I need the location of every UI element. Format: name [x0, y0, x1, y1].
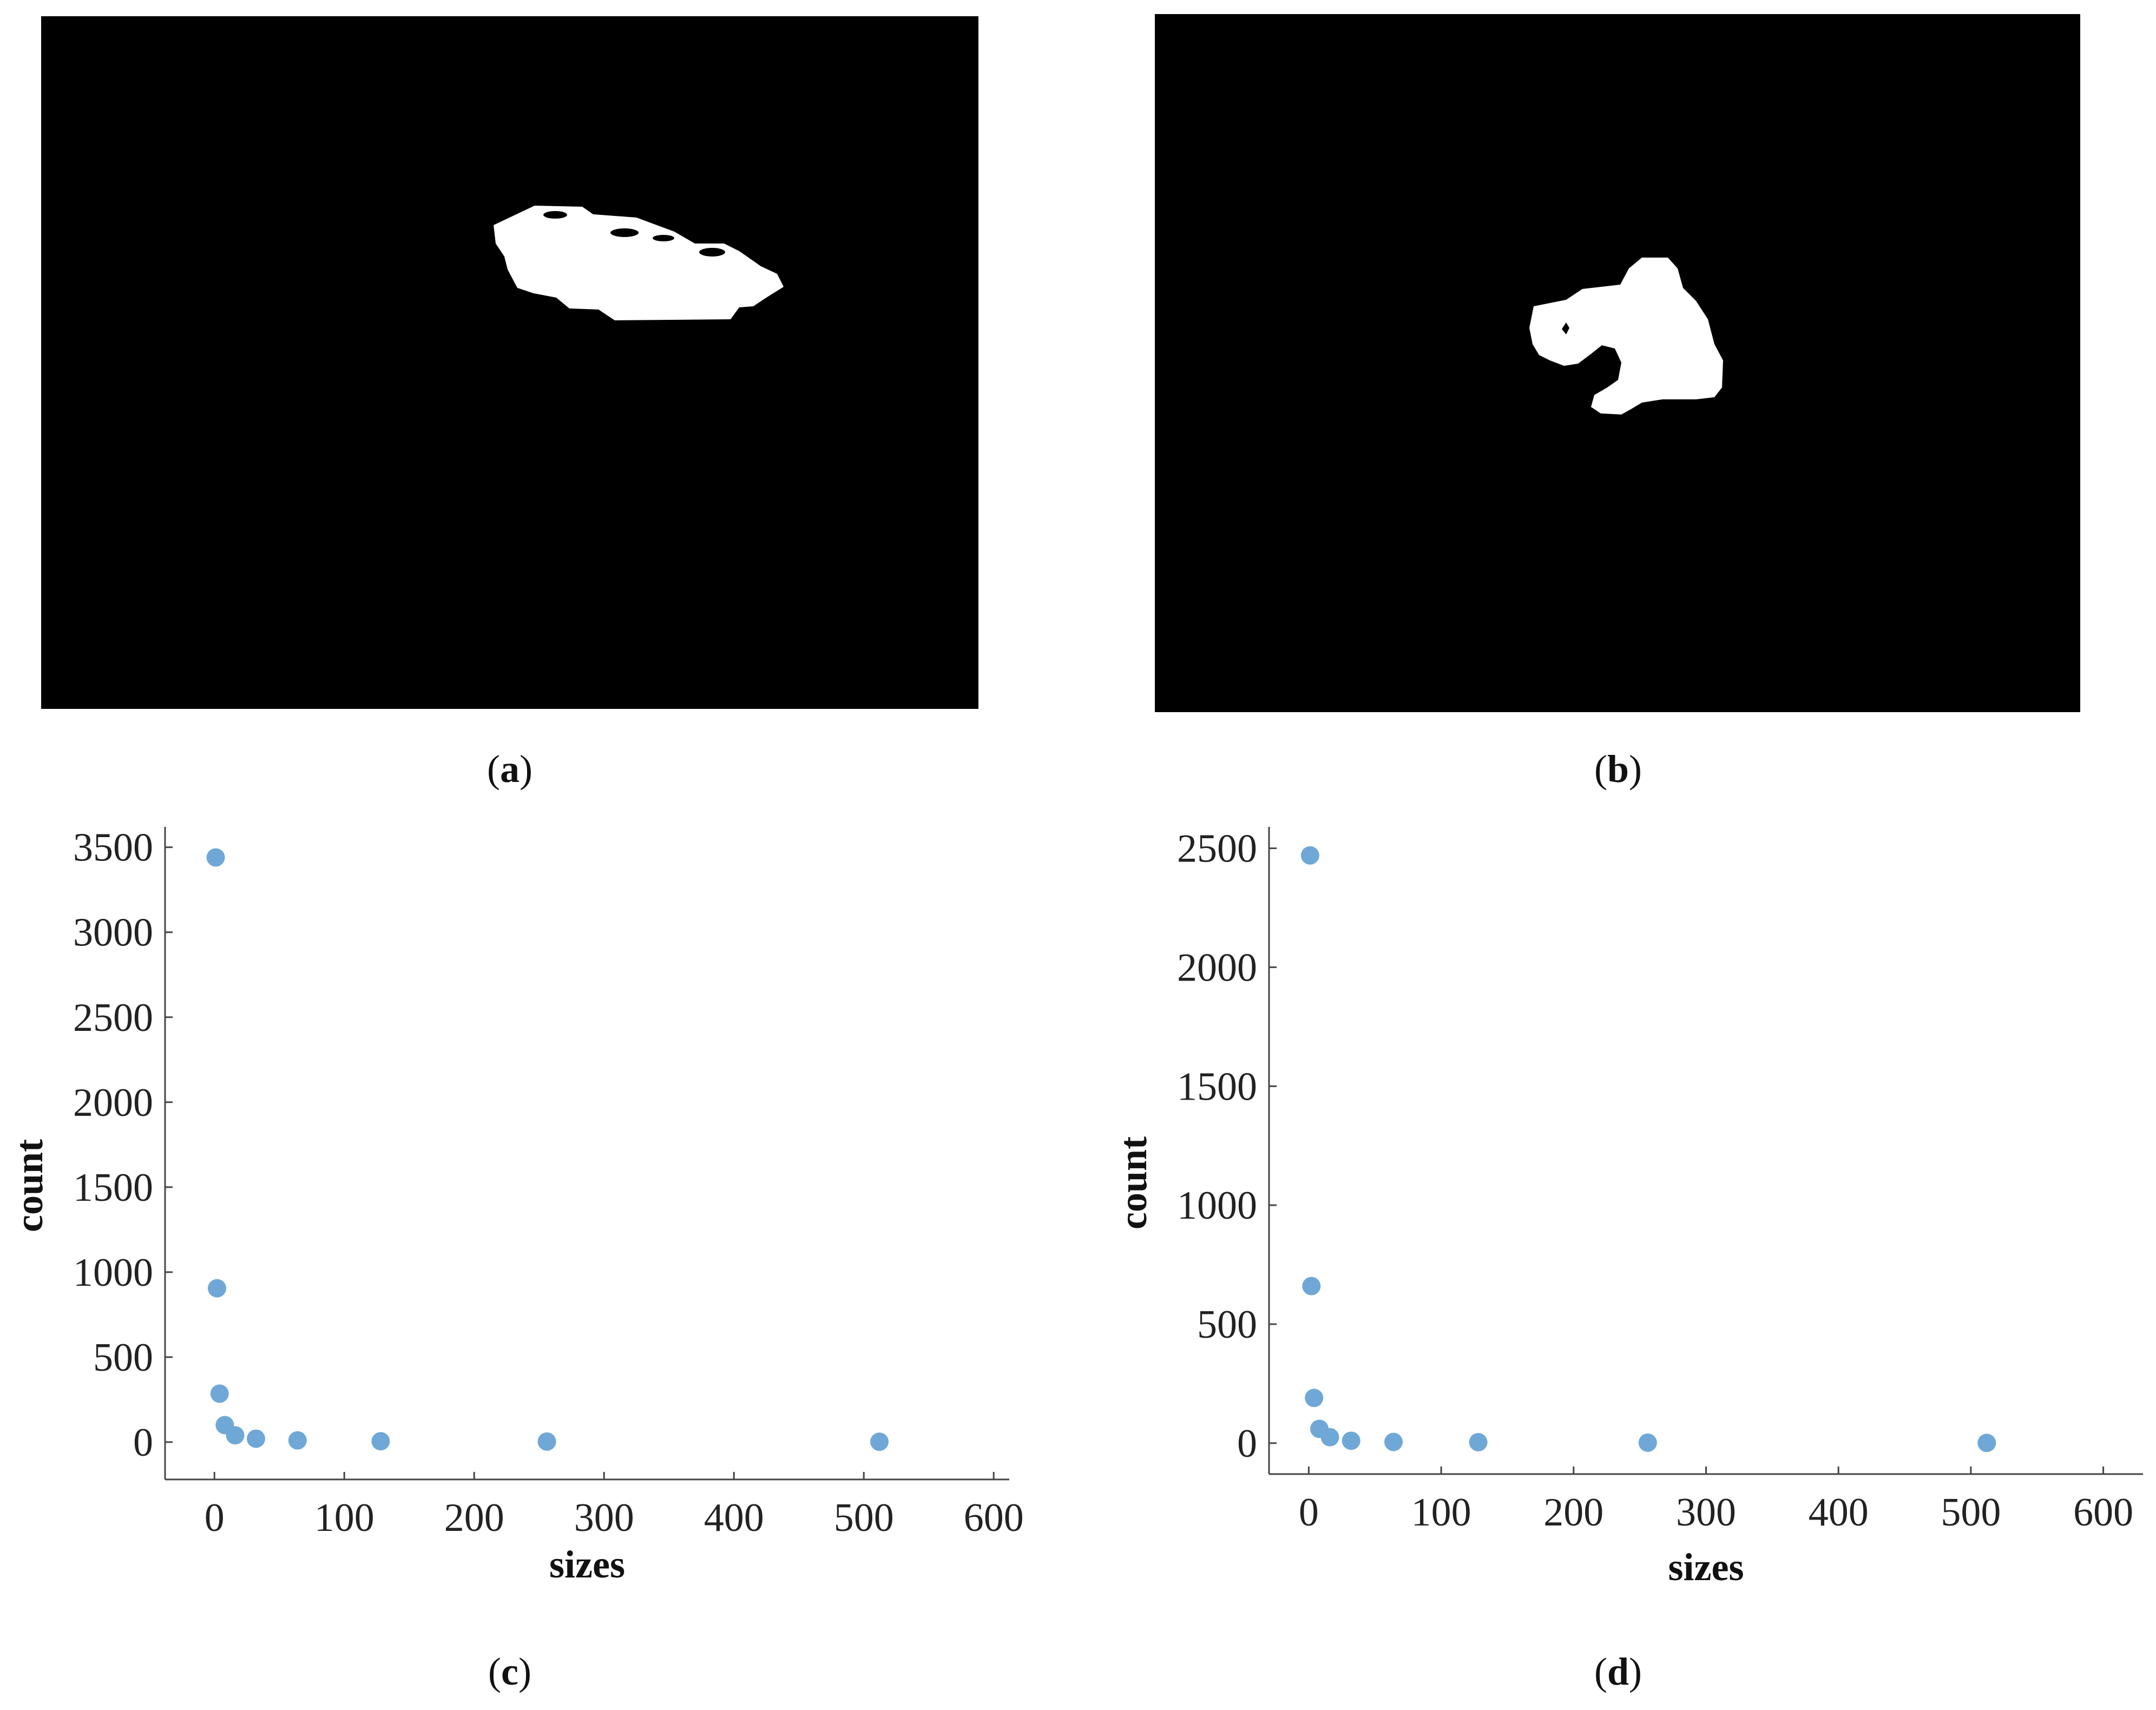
data-point — [1342, 1431, 1360, 1450]
x-axis-label: sizes — [1668, 1545, 1744, 1589]
data-point — [1977, 1433, 1996, 1452]
x-tick-label: 500 — [834, 1496, 894, 1540]
x-tick-label: 200 — [1543, 1490, 1603, 1535]
mask-shape-a — [494, 206, 784, 320]
x-tick-label: 400 — [704, 1496, 764, 1540]
x-tick-label: 300 — [574, 1496, 634, 1540]
y-tick-label: 500 — [1197, 1303, 1257, 1347]
data-point — [1638, 1433, 1657, 1452]
data-point — [210, 1384, 229, 1403]
data-point — [1320, 1428, 1339, 1446]
x-tick-label: 400 — [1809, 1490, 1869, 1535]
data-point — [1469, 1433, 1488, 1452]
data-point — [1310, 1419, 1329, 1438]
data-point — [537, 1432, 556, 1451]
data-point — [1305, 1389, 1324, 1408]
y-tick-label: 0 — [1237, 1422, 1257, 1466]
caption-d: (d) — [1594, 1650, 1642, 1693]
y-tick-label: 1500 — [1177, 1064, 1257, 1109]
data-point — [208, 1279, 226, 1298]
x-tick-label: 600 — [964, 1496, 1024, 1540]
x-tick-label: 100 — [314, 1496, 374, 1540]
caption-a: (a) — [487, 747, 533, 791]
y-tick-label: 2000 — [1177, 945, 1257, 990]
data-point — [1384, 1432, 1403, 1451]
x-axis-label: sizes — [549, 1543, 625, 1586]
y-tick-label: 2500 — [1177, 827, 1257, 871]
x-tick-label: 300 — [1676, 1490, 1736, 1535]
x-tick-label: 0 — [1299, 1490, 1319, 1535]
y-tick-label: 0 — [133, 1420, 153, 1465]
mask-shape-b — [1529, 258, 1723, 415]
y-tick-label: 2500 — [73, 996, 153, 1040]
data-point — [206, 848, 225, 867]
data-point — [226, 1426, 245, 1445]
data-point — [288, 1431, 307, 1450]
data-point — [1300, 846, 1319, 865]
caption-c: (c) — [488, 1650, 531, 1693]
caption-b: (b) — [1594, 747, 1642, 791]
y-tick-label: 1500 — [73, 1166, 153, 1210]
x-tick-label: 600 — [2073, 1490, 2133, 1535]
x-tick-label: 100 — [1411, 1490, 1471, 1535]
data-point — [1302, 1277, 1321, 1295]
y-tick-label: 1000 — [73, 1251, 153, 1295]
x-tick-label: 0 — [205, 1496, 225, 1540]
y-tick-label: 3000 — [73, 911, 153, 955]
mask-image-b — [1155, 14, 2080, 712]
x-tick-label: 200 — [444, 1496, 504, 1540]
y-tick-label: 500 — [93, 1336, 153, 1380]
y-axis-label: count — [8, 1139, 51, 1232]
data-point — [215, 1416, 234, 1435]
data-point — [371, 1432, 390, 1451]
y-tick-label: 3500 — [73, 826, 153, 870]
y-tick-label: 1000 — [1177, 1183, 1257, 1228]
x-tick-label: 500 — [1941, 1490, 2001, 1535]
y-tick-label: 2000 — [73, 1081, 153, 1125]
y-axis-label: count — [1112, 1136, 1155, 1229]
mask-image-a — [41, 16, 978, 709]
data-point — [870, 1432, 889, 1451]
data-point — [247, 1429, 265, 1448]
